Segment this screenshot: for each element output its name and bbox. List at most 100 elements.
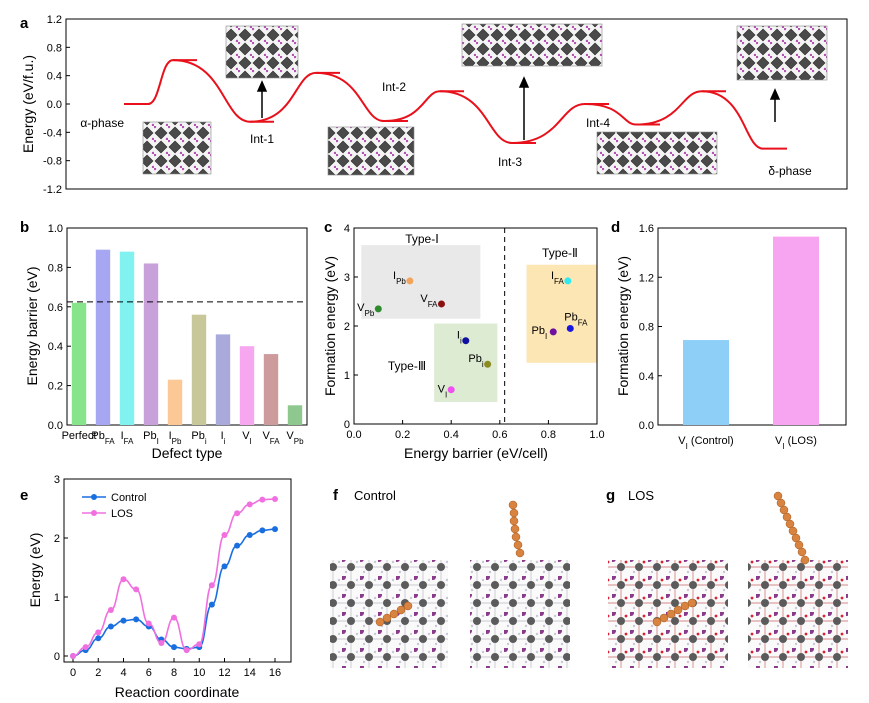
panel-g-title: LOS bbox=[628, 488, 654, 503]
series-point bbox=[183, 647, 190, 654]
series-point bbox=[95, 635, 102, 642]
panel-letter-f: f bbox=[333, 487, 339, 504]
series-point bbox=[272, 526, 278, 533]
panel-c-ytick-label: 0 bbox=[344, 419, 350, 431]
series-point bbox=[120, 617, 127, 624]
panel-b-xlabel: Defect type bbox=[152, 445, 223, 461]
legend-marker bbox=[91, 510, 97, 516]
defect-point bbox=[437, 300, 445, 308]
panel-e-ytick-label: 1 bbox=[54, 592, 60, 604]
panel-a-ytick-label: 0.8 bbox=[47, 42, 62, 54]
series-point bbox=[234, 542, 241, 549]
defect-tick-label: PbFA bbox=[91, 430, 115, 446]
defect-tick-label: VI bbox=[242, 430, 252, 446]
los-molecule bbox=[652, 491, 810, 627]
state-label: Int-1 bbox=[250, 132, 274, 146]
control-structure-top-view bbox=[330, 560, 448, 668]
panel-e-xtick-label: 14 bbox=[244, 667, 256, 679]
panel-e-ytick-label: 3 bbox=[54, 474, 60, 486]
panel-e-frame bbox=[63, 478, 292, 663]
defect-point bbox=[462, 337, 470, 345]
control-structure-side-view bbox=[470, 560, 570, 668]
type-region bbox=[526, 264, 597, 363]
panel-b-ytick-label: 0.0 bbox=[48, 420, 63, 432]
series-point bbox=[171, 644, 177, 651]
panel-letter-c: c bbox=[324, 219, 332, 236]
defect-bar bbox=[215, 334, 231, 425]
panel-c-ylabel: Formation energy (eV) bbox=[322, 256, 338, 396]
defect-point-label: PbFA bbox=[564, 311, 588, 327]
panel-a-arrows bbox=[256, 76, 781, 140]
state-label: δ-phase bbox=[768, 164, 812, 178]
panel-letter-a: a bbox=[20, 15, 29, 32]
series-point bbox=[82, 644, 89, 651]
panel-d-ylabel: Formation energy (eV) bbox=[615, 256, 631, 396]
defect-point bbox=[447, 386, 455, 394]
defect-bar bbox=[95, 249, 111, 425]
series-point bbox=[196, 641, 203, 648]
defect-tick-label: Perfect bbox=[62, 430, 97, 442]
panel-a-ytick-label: -0.4 bbox=[43, 127, 62, 139]
panel-c: c Type-Ⅰ Type-Ⅱ Type-Ⅲ 0 1 2 3 4 0.0 0.2 0.4 0.6 0.… bbox=[322, 219, 605, 461]
defect-point-label: Pbi bbox=[468, 353, 483, 369]
defect-point-label: VFA bbox=[420, 293, 438, 309]
formation-tick-label: VI (Control) bbox=[678, 435, 733, 451]
defect-bar bbox=[119, 251, 135, 425]
defect-tick-label: Pbi bbox=[191, 430, 206, 446]
panel-a-ylabel: Energy (eV/f.u.) bbox=[20, 55, 36, 153]
series-point bbox=[70, 653, 76, 659]
formation-bar bbox=[773, 236, 819, 425]
series-point bbox=[208, 582, 215, 589]
control-los-molecule bbox=[375, 500, 525, 627]
series-line bbox=[72, 528, 276, 657]
defect-bar bbox=[287, 405, 303, 425]
panel-c-xtick-label: 0.4 bbox=[444, 429, 459, 441]
los-structure-side-view bbox=[748, 560, 848, 668]
defect-point bbox=[406, 277, 414, 285]
panel-b-ytick-label: 0.8 bbox=[48, 262, 63, 274]
panel-f-title: Control bbox=[354, 488, 396, 503]
int-1-structure-image bbox=[225, 25, 299, 79]
panel-c-ytick-label: 4 bbox=[344, 223, 350, 235]
series-point bbox=[272, 496, 278, 503]
panel-c-xtick-label: 0.8 bbox=[541, 429, 556, 441]
panel-c-xtick-label: 0.2 bbox=[395, 429, 410, 441]
panel-d-ytick-label: 1.6 bbox=[639, 223, 654, 235]
panel-a-ytick-label: -0.8 bbox=[43, 156, 62, 168]
int-3-structure-image bbox=[461, 23, 603, 67]
defect-tick-label: IPb bbox=[169, 430, 182, 446]
panel-e-xlabel: Reaction coordinate bbox=[115, 684, 240, 700]
panel-e-xtick-label: 12 bbox=[218, 667, 230, 679]
series-point bbox=[259, 496, 266, 503]
series-point bbox=[221, 563, 228, 570]
type-region-label: Type-Ⅲ bbox=[388, 359, 426, 373]
series-point bbox=[107, 606, 114, 613]
defect-point-label: PbI bbox=[532, 325, 548, 341]
series-point bbox=[145, 620, 152, 627]
alpha-phase-structure-image bbox=[142, 121, 212, 175]
defect-point-label: VPb bbox=[357, 302, 375, 318]
panel-e-xtick-label: 0 bbox=[70, 667, 76, 679]
defect-point bbox=[564, 277, 572, 285]
panel-d-ytick-label: 0.0 bbox=[639, 420, 654, 432]
series-point bbox=[259, 527, 266, 534]
panel-g: g LOS bbox=[606, 487, 848, 668]
legend-marker bbox=[91, 494, 97, 500]
series-point bbox=[221, 532, 228, 539]
series-point bbox=[95, 629, 102, 636]
defect-tick-label: VFA bbox=[262, 430, 280, 446]
defect-point-label: VI bbox=[438, 384, 448, 400]
panel-e-ytick-label: 2 bbox=[54, 533, 60, 545]
defect-tick-label: PbI bbox=[143, 430, 159, 446]
panel-c-ytick-label: 1 bbox=[344, 370, 350, 382]
defect-bar bbox=[71, 302, 87, 425]
panel-c-xtick-label: 0.0 bbox=[346, 429, 361, 441]
panel-letter-b: b bbox=[20, 219, 29, 236]
panel-a-ytick-label: 0.4 bbox=[47, 71, 62, 83]
series-point bbox=[120, 576, 127, 583]
series-point bbox=[234, 510, 241, 517]
defect-tick-label: IFA bbox=[121, 430, 135, 446]
panel-b-ytick-label: 0.2 bbox=[48, 381, 63, 393]
